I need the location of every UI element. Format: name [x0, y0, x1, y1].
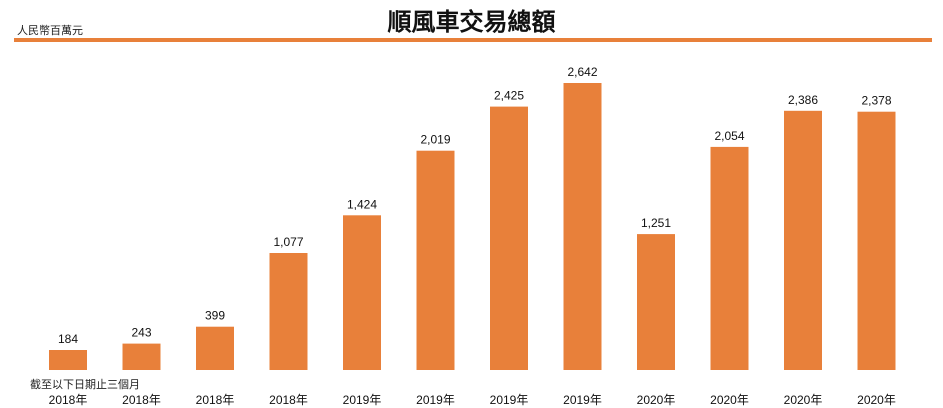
- category-label-1: 2018年: [49, 393, 88, 407]
- bar-7: [490, 106, 528, 370]
- category-label-7: 2019年: [490, 393, 529, 407]
- bar-3: [196, 326, 234, 370]
- value-label-3: 399: [205, 309, 225, 323]
- value-label-12: 2,378: [861, 94, 891, 108]
- category-labels-group: 2018年 2018年 2018年 2018年 2019年 2019年 2019年 2019年…: [49, 393, 896, 407]
- value-label-7: 2,425: [494, 89, 524, 103]
- category-label-2: 2018年: [122, 393, 161, 407]
- bar-6: [416, 150, 455, 370]
- bar-11: [784, 110, 822, 371]
- category-label-4: 2018年: [269, 393, 308, 407]
- value-label-2: 243: [131, 326, 151, 340]
- value-label-5: 1,424: [347, 197, 377, 211]
- value-label-1: 184: [58, 332, 78, 346]
- bar-5: [343, 215, 381, 370]
- bar-9: [637, 234, 675, 370]
- bar-10: [710, 146, 749, 370]
- bar-2: [122, 343, 161, 370]
- chart-title: 順風車交易總額: [387, 7, 556, 36]
- header-rule: [14, 38, 932, 42]
- category-label-9: 2020年: [637, 393, 676, 407]
- unit-label: 人民幣百萬元: [17, 24, 83, 37]
- bar-4: [269, 253, 308, 370]
- value-label-9: 1,251: [641, 216, 671, 230]
- bar-1: [49, 350, 87, 370]
- value-label-6: 2,019: [420, 133, 450, 147]
- value-label-10: 2,054: [714, 129, 744, 143]
- category-label-6: 2019年: [416, 393, 455, 407]
- category-label-11: 2020年: [784, 393, 823, 407]
- value-label-8: 2,642: [567, 65, 597, 79]
- category-label-3: 2018年: [196, 393, 235, 407]
- category-label-10: 2020年: [710, 393, 749, 407]
- value-label-4: 1,077: [273, 235, 303, 249]
- category-label-12: 2020年: [857, 393, 896, 407]
- category-label-8: 2019年: [563, 393, 602, 407]
- value-labels-group: 184 243 399 1,077 1,424 2,019 2,425 2,642 1,251 2…: [58, 65, 892, 346]
- category-label-5: 2019年: [343, 393, 382, 407]
- bars-group: [49, 83, 896, 371]
- bar-8: [563, 83, 602, 370]
- date-note: 截至以下日期止三個月: [30, 378, 140, 391]
- bar-12: [857, 111, 896, 370]
- value-label-11: 2,386: [788, 93, 818, 107]
